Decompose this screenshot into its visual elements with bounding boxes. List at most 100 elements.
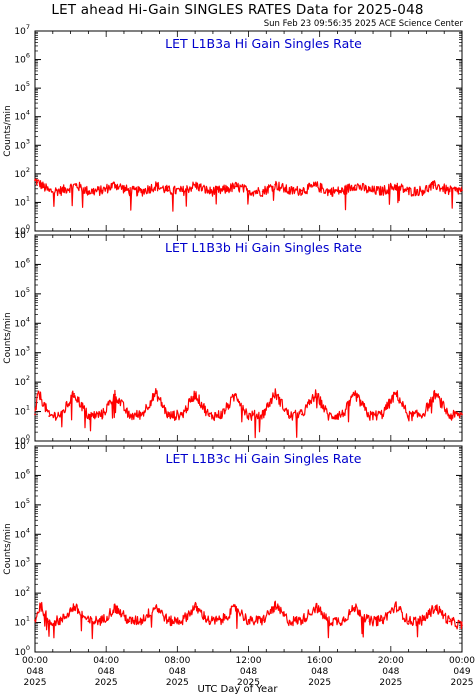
data-point — [448, 415, 451, 418]
data-point — [140, 619, 143, 622]
data-point — [300, 619, 303, 622]
data-point — [274, 605, 277, 608]
y-tick-label: 104 — [14, 315, 30, 329]
data-point — [261, 619, 264, 622]
data-point — [434, 184, 437, 187]
data-point — [114, 393, 116, 396]
data-point — [288, 620, 291, 623]
data-point — [60, 619, 63, 622]
y-axis-label: Counts/min — [3, 105, 13, 156]
y-tick-label: 100 — [14, 433, 30, 447]
data-point — [128, 190, 131, 192]
y-tick-label: 101 — [14, 615, 30, 629]
y-tick-label: 105 — [14, 80, 30, 94]
data-point — [395, 184, 398, 187]
x-tick-label-day: 048 — [382, 667, 399, 677]
y-tick-label: 105 — [14, 286, 30, 300]
data-point — [354, 606, 357, 609]
data-point — [434, 606, 437, 608]
x-tick-label-day: 048 — [26, 667, 43, 677]
data-point — [434, 392, 437, 395]
data-point — [247, 620, 250, 623]
y-tick-label: 104 — [14, 526, 30, 540]
x-tick-label-year: 2025 — [237, 678, 260, 688]
x-tick-label-day: 048 — [311, 667, 328, 677]
series-line — [34, 600, 463, 640]
y-tick-label: 100 — [14, 223, 30, 237]
data-point — [140, 190, 143, 193]
data-point — [395, 605, 398, 608]
y-tick-label: 107 — [14, 438, 30, 452]
data-point — [101, 619, 104, 622]
y-tick-label: 102 — [14, 374, 30, 388]
data-point — [155, 605, 157, 608]
x-tick-label-year: 2025 — [451, 678, 474, 688]
data-point — [395, 392, 398, 395]
data-point — [407, 415, 410, 418]
x-tick-label-time: 12:00 — [236, 656, 262, 666]
data-point — [48, 190, 51, 192]
x-tick-label-day: 048 — [98, 667, 115, 677]
data-point — [381, 190, 383, 192]
data-point — [48, 415, 51, 418]
data-point — [155, 392, 157, 395]
data-point — [167, 415, 170, 418]
data-point — [368, 620, 371, 623]
y-axis-label: Counts/min — [3, 312, 13, 363]
y-tick-label: 106 — [14, 467, 30, 481]
x-tick-label-time: 08:00 — [164, 656, 190, 666]
data-point — [128, 415, 131, 418]
data-point — [235, 185, 237, 188]
y-tick-label: 101 — [14, 404, 30, 418]
data-point — [448, 620, 451, 623]
data-point — [39, 603, 42, 606]
data-point — [235, 606, 237, 609]
data-point — [381, 413, 383, 416]
data-point — [87, 415, 90, 418]
x-tick-label-year: 2025 — [308, 678, 331, 688]
data-point — [208, 620, 211, 623]
x-tick-label-time: 04:00 — [93, 656, 119, 666]
data-point — [181, 619, 184, 622]
series-line — [34, 388, 463, 439]
timestamp-label: Sun Feb 23 09:56:35 2025 ACE Science Cen… — [263, 19, 463, 29]
panel-title: LET L1B3a Hi Gain Singles Rate — [165, 36, 362, 51]
y-tick-label: 107 — [14, 227, 30, 241]
x-tick-label-year: 2025 — [95, 678, 118, 688]
data-point — [381, 619, 383, 622]
y-tick-label: 100 — [14, 644, 30, 658]
x-tick-label-year: 2025 — [379, 678, 402, 688]
data-point — [461, 413, 463, 416]
y-tick-label: 105 — [14, 497, 30, 511]
data-point — [220, 413, 223, 416]
y-tick-label: 103 — [14, 556, 30, 570]
data-point — [354, 184, 357, 187]
data-point — [407, 620, 410, 623]
data-point — [247, 415, 250, 418]
data-point — [327, 620, 330, 623]
y-tick-label: 107 — [14, 23, 30, 37]
data-point — [300, 413, 303, 416]
y-tick-label: 102 — [14, 585, 30, 599]
data-point — [341, 619, 344, 622]
data-point — [220, 619, 223, 622]
panel-title: LET L1B3c Hi Gain Singles Rate — [166, 451, 362, 466]
data-point — [208, 190, 211, 193]
data-point — [73, 605, 76, 608]
data-point — [247, 190, 250, 192]
data-point — [421, 619, 424, 622]
data-point — [60, 189, 63, 192]
data-point — [87, 620, 90, 623]
data-point — [155, 184, 157, 187]
data-point — [448, 190, 451, 192]
x-tick-label-year: 2025 — [24, 678, 47, 688]
data-point — [167, 189, 170, 192]
y-tick-label: 104 — [14, 109, 30, 123]
data-point — [194, 392, 197, 395]
data-point — [34, 179, 36, 182]
x-tick-label-time: 16:00 — [307, 656, 333, 666]
panel-title: LET L1B3b Hi Gain Singles Rate — [165, 240, 362, 255]
data-point — [315, 184, 318, 187]
y-tick-label: 103 — [14, 345, 30, 359]
